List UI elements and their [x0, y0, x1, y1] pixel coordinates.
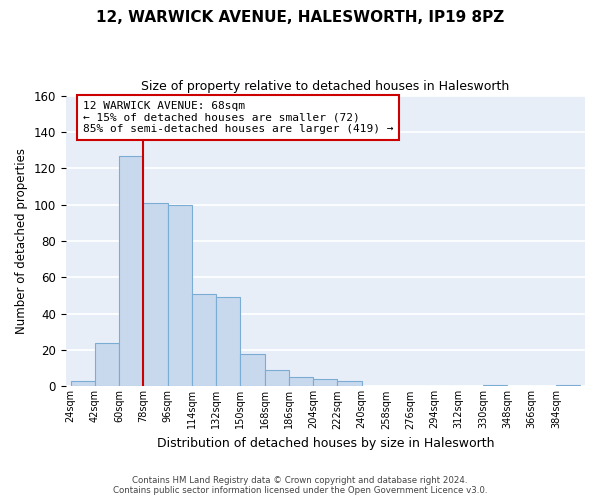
Bar: [192, 294, 216, 386]
Text: 12 WARWICK AVENUE: 68sqm
← 15% of detached houses are smaller (72)
85% of semi-d: 12 WARWICK AVENUE: 68sqm ← 15% of detach…: [83, 101, 393, 134]
Title: Size of property relative to detached houses in Halesworth: Size of property relative to detached ho…: [141, 80, 509, 93]
Bar: [95, 343, 119, 386]
X-axis label: Distribution of detached houses by size in Halesworth: Distribution of detached houses by size …: [157, 437, 494, 450]
Bar: [313, 379, 337, 386]
Bar: [216, 298, 241, 386]
Y-axis label: Number of detached properties: Number of detached properties: [15, 148, 28, 334]
Bar: [143, 203, 167, 386]
Bar: [241, 354, 265, 386]
Bar: [119, 156, 143, 386]
Bar: [289, 378, 313, 386]
Bar: [167, 204, 192, 386]
Bar: [265, 370, 289, 386]
Text: Contains HM Land Registry data © Crown copyright and database right 2024.
Contai: Contains HM Land Registry data © Crown c…: [113, 476, 487, 495]
Bar: [556, 384, 580, 386]
Text: 12, WARWICK AVENUE, HALESWORTH, IP19 8PZ: 12, WARWICK AVENUE, HALESWORTH, IP19 8PZ: [96, 10, 504, 25]
Bar: [483, 384, 508, 386]
Bar: [337, 381, 362, 386]
Bar: [71, 381, 95, 386]
